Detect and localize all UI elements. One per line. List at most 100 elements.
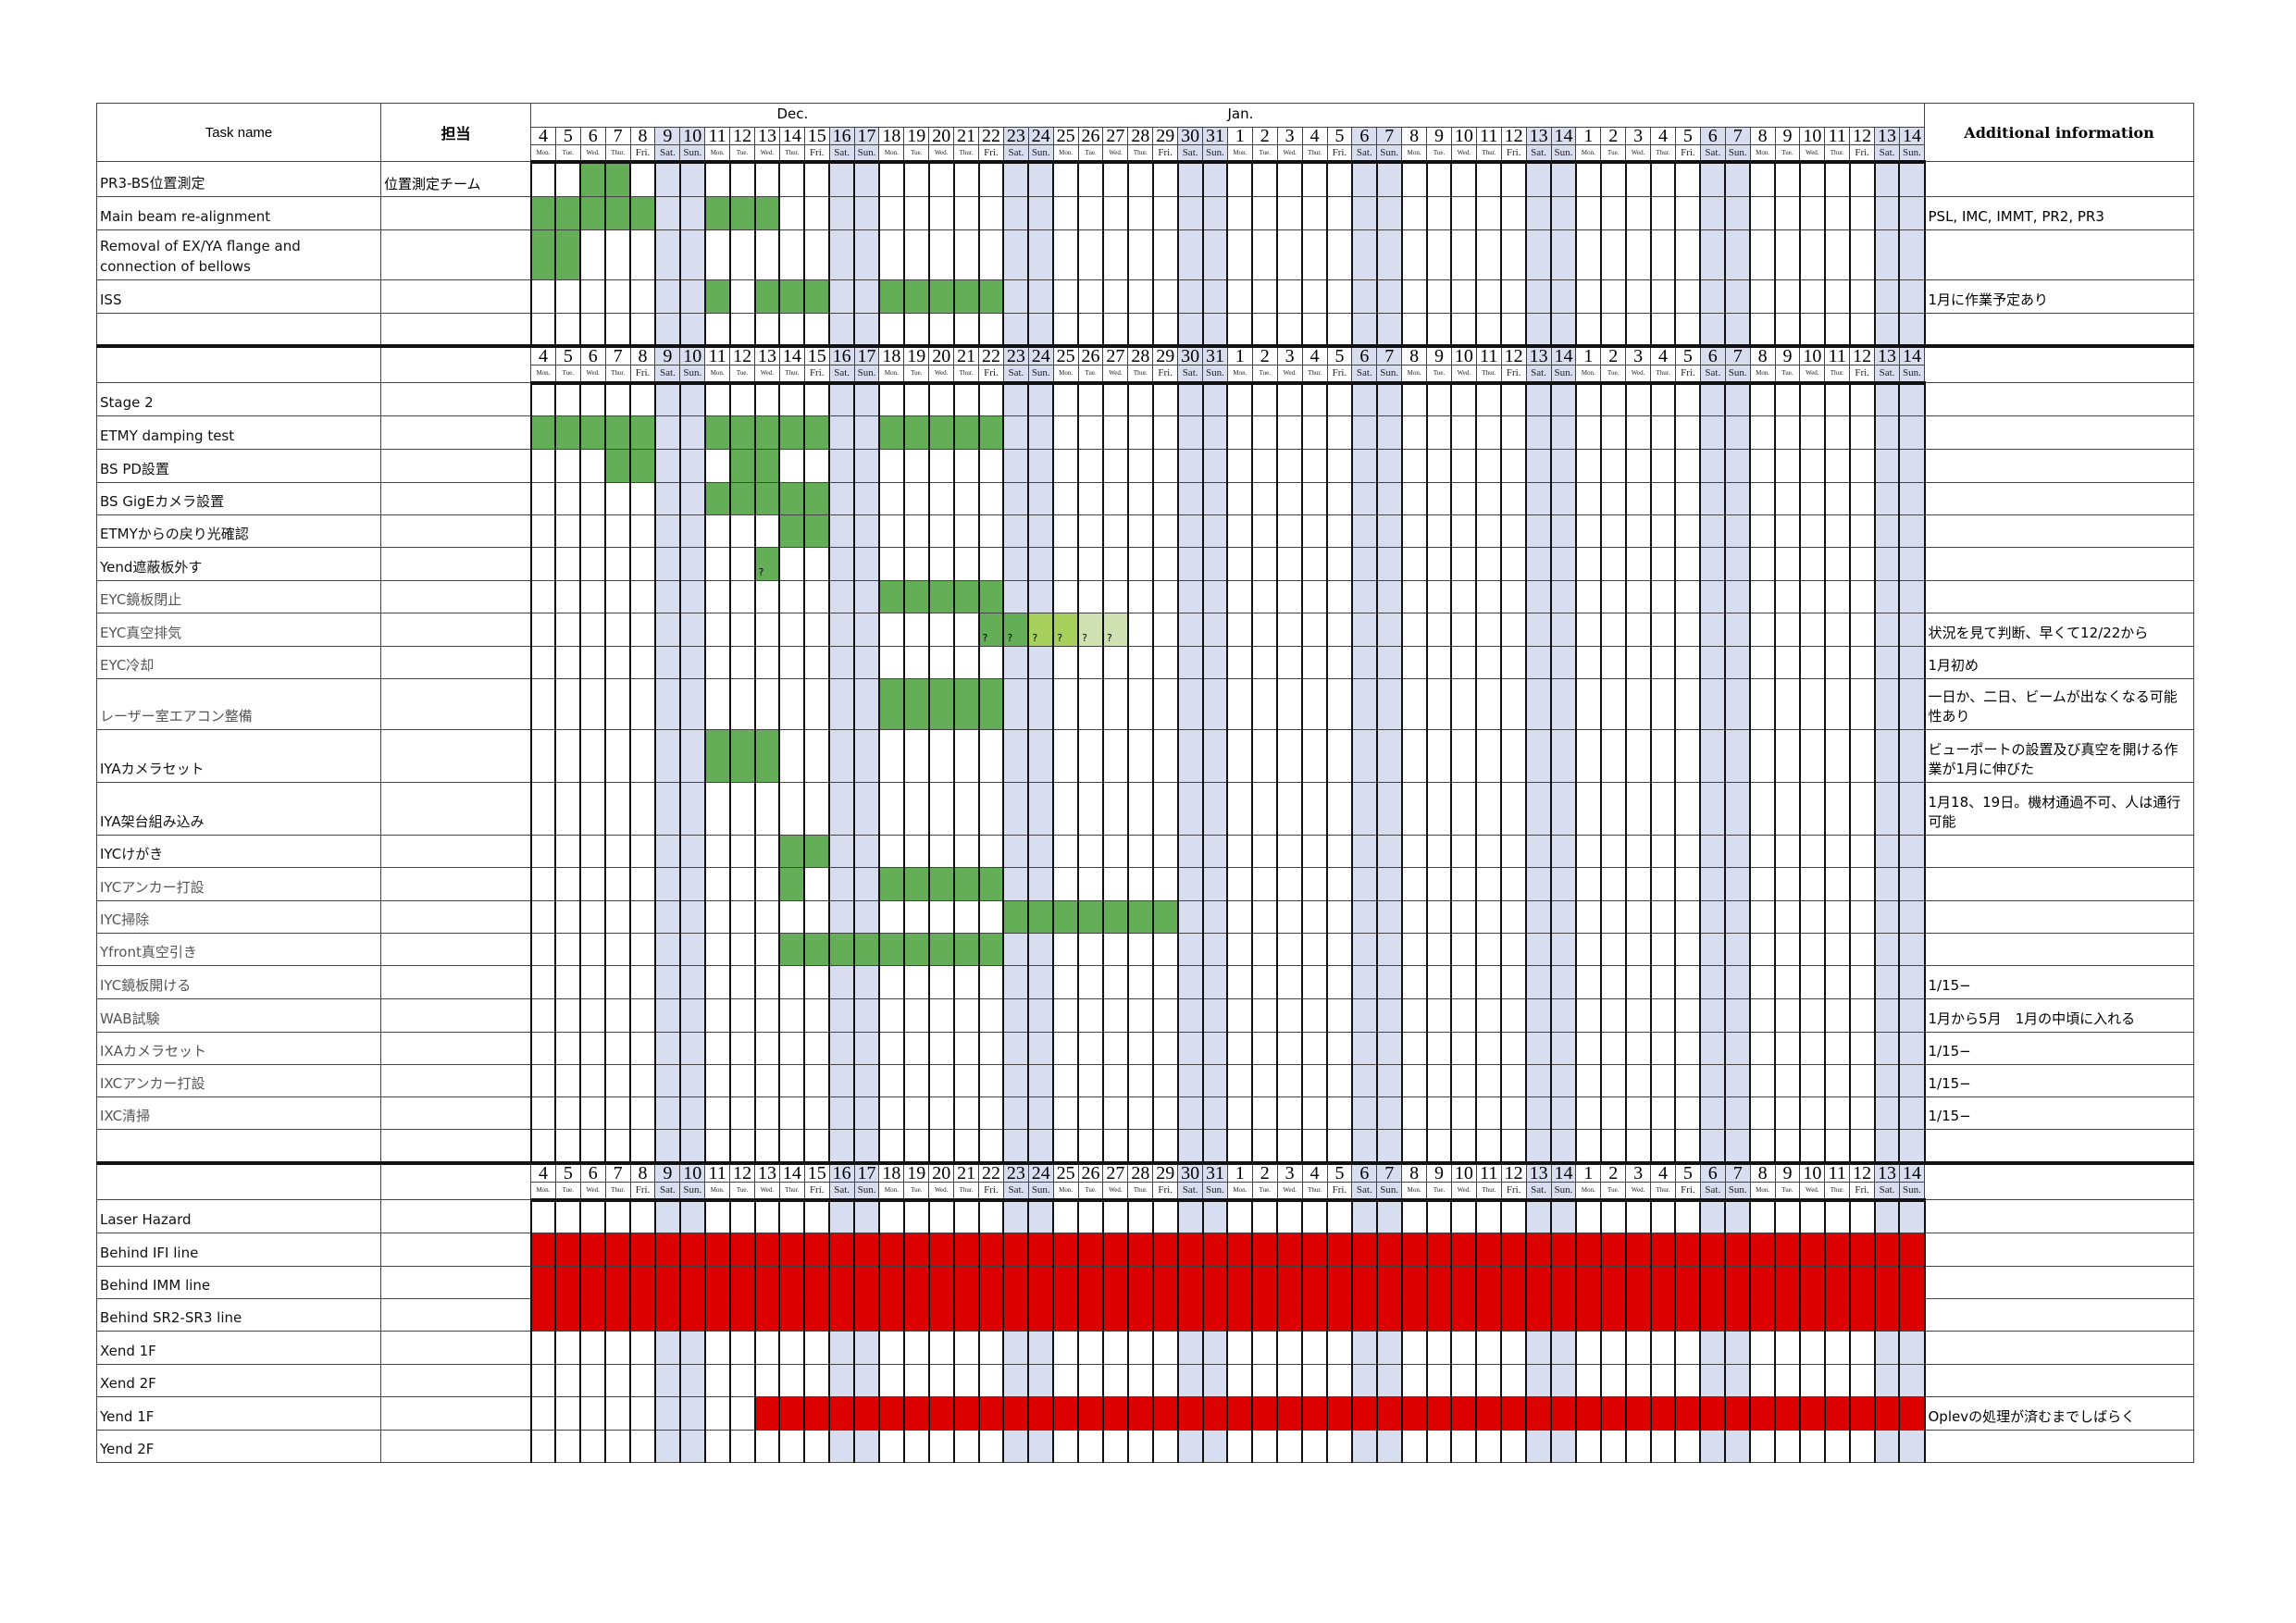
day-cell-red xyxy=(778,1233,806,1267)
day-cell xyxy=(629,547,656,581)
day-cell xyxy=(1525,613,1553,647)
day-number: 5 xyxy=(1674,127,1701,145)
day-cell xyxy=(1599,1129,1627,1165)
day-cell xyxy=(1450,613,1478,647)
weekday-label: Mon. xyxy=(1575,1182,1602,1202)
day-cell xyxy=(1251,382,1279,416)
day-cell xyxy=(1176,835,1204,868)
day-cell xyxy=(1400,933,1428,966)
day-cell xyxy=(1201,613,1229,647)
weekday-label: Sat. xyxy=(654,1182,681,1202)
weekday-label: Tue. xyxy=(1600,365,1627,385)
day-cell xyxy=(1649,279,1677,314)
day-cell xyxy=(1326,835,1353,868)
day-cell xyxy=(1151,965,1179,999)
day-cell xyxy=(1400,900,1428,934)
weekday-label: Fri. xyxy=(629,1182,656,1202)
day-cell xyxy=(1624,514,1652,548)
day-cell xyxy=(853,998,880,1033)
day-cell xyxy=(1226,161,1254,197)
day-cell xyxy=(1699,867,1727,901)
day-cell xyxy=(1674,998,1702,1033)
day-number: 13 xyxy=(1874,345,1900,365)
day-cell-red xyxy=(1475,1266,1503,1299)
day-cell-red xyxy=(1052,1233,1080,1267)
day-cell xyxy=(1649,161,1677,197)
day-cell xyxy=(1425,729,1453,783)
day-cell xyxy=(1550,835,1577,868)
day-number: 10 xyxy=(679,127,706,145)
day-cell xyxy=(1077,1331,1104,1365)
day-cell xyxy=(1774,382,1801,416)
uncertain-mark: ? xyxy=(1032,632,1038,644)
day-cell xyxy=(554,1064,582,1097)
day-cell-red xyxy=(1823,1266,1851,1299)
day-cell xyxy=(1176,514,1204,548)
day-cell-red xyxy=(1276,1266,1304,1299)
day-cell xyxy=(1823,1032,1851,1065)
day-cell xyxy=(1500,729,1528,783)
day-cell xyxy=(1774,415,1801,450)
owner-cell xyxy=(380,1064,531,1097)
day-cell xyxy=(1500,1430,1528,1463)
day-cell xyxy=(1301,1199,1328,1233)
day-cell xyxy=(1848,382,1876,416)
day-cell xyxy=(1326,1032,1353,1065)
day-cell xyxy=(1774,1364,1801,1397)
day-cell xyxy=(1400,1096,1428,1130)
weekday-label: Wed. xyxy=(754,365,780,385)
day-cell-red xyxy=(1301,1396,1328,1431)
task-name: IYCけがき xyxy=(96,835,381,868)
day-cell-green xyxy=(529,196,557,230)
day-cell xyxy=(1251,782,1279,836)
day-cell xyxy=(1873,514,1901,548)
day-cell-red xyxy=(629,1298,656,1332)
day-cell xyxy=(1749,1331,1777,1365)
day-cell xyxy=(1002,1331,1030,1365)
day-cell xyxy=(1176,1129,1204,1165)
day-cell-red xyxy=(1350,1298,1378,1332)
weekday-label: Fri. xyxy=(1500,1182,1527,1202)
day-cell xyxy=(1101,161,1129,197)
day-number: 20 xyxy=(928,127,955,145)
day-cell xyxy=(952,1331,980,1365)
task-row: Laser Hazard xyxy=(96,1199,2194,1233)
day-number: 10 xyxy=(679,345,706,365)
day-cell xyxy=(629,835,656,868)
day-cell-green xyxy=(629,449,656,483)
day-cell xyxy=(1525,1096,1553,1130)
day-number: 5 xyxy=(554,127,581,145)
day-cell-green xyxy=(778,279,806,314)
day-cell xyxy=(1823,1064,1851,1097)
day-cell xyxy=(1475,313,1503,348)
day-cell xyxy=(1425,1064,1453,1097)
day-cell xyxy=(1599,867,1627,901)
day-cell xyxy=(1898,1364,1926,1397)
day-cell xyxy=(1400,646,1428,679)
day-cell xyxy=(853,1199,880,1233)
day-cell xyxy=(1276,449,1304,483)
day-cell xyxy=(1749,933,1777,966)
day-cell-red xyxy=(1201,1266,1229,1299)
day-cell xyxy=(803,1430,831,1463)
day-cell xyxy=(1027,382,1055,416)
day-cell-red xyxy=(1500,1266,1528,1299)
day-cell xyxy=(1077,1129,1104,1165)
day-cell xyxy=(1574,449,1602,483)
day-cell xyxy=(1326,1331,1353,1365)
day-cell xyxy=(902,900,930,934)
day-cell-green xyxy=(778,933,806,966)
day-cell xyxy=(1326,313,1353,348)
day-cell xyxy=(1599,415,1627,450)
weekday-label: Sat. xyxy=(1177,365,1204,385)
day-cell xyxy=(629,933,656,966)
day-cell-red xyxy=(1450,1298,1478,1332)
additional-info-cell: ビューポートの設置及び真空を開ける作業が1月に伸びた xyxy=(1924,729,2194,783)
day-cell xyxy=(1699,449,1727,483)
weekday-label: Wed. xyxy=(1450,144,1477,164)
day-cell xyxy=(728,1430,756,1463)
day-cell xyxy=(1798,1331,1826,1365)
day-cell xyxy=(1674,1364,1702,1397)
day-cell xyxy=(1251,998,1279,1033)
day-cell xyxy=(678,1096,706,1130)
